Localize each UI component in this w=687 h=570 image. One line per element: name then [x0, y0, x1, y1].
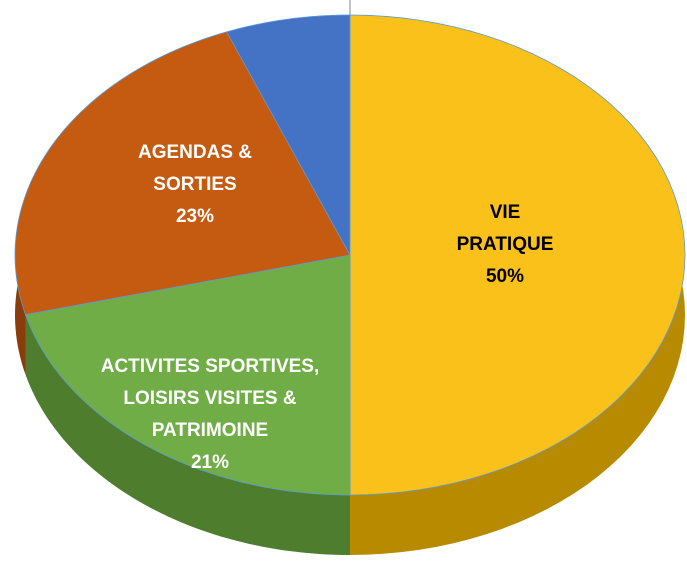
slice [349, 14, 686, 496]
slice-label: VIE PRATIQUE 50% [440, 197, 570, 293]
value-label: 21% [190, 452, 230, 473]
slice-label: AGENDAS & SORTIES 23% [115, 137, 275, 233]
category-label: VIE PRATIQUE [456, 202, 554, 255]
slice [226, 14, 351, 256]
slice-label: ACTIVITES SPORTIVES, LOISIRS VISITES & P… [93, 351, 328, 479]
slice [14, 31, 351, 316]
slice [24, 254, 351, 496]
category-label: AGENDAS & SORTIES [137, 142, 252, 195]
value-label: 23% [175, 206, 215, 227]
value-label: 50% [485, 266, 525, 287]
slice-side [25, 314, 351, 555]
category-label: ACTIVITES SPORTIVES, LOISIRS VISITES & P… [100, 356, 320, 441]
